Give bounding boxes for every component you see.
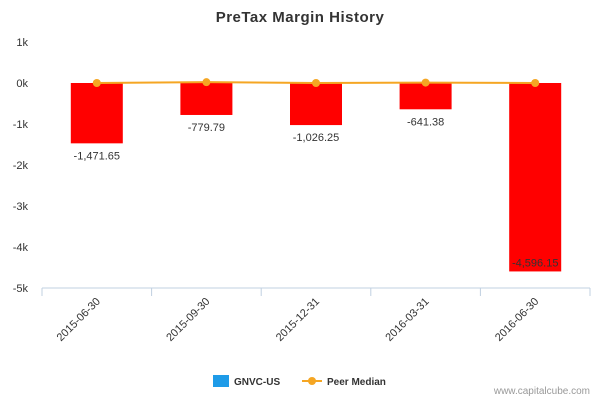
- legend-label-line: Peer Median: [327, 377, 386, 388]
- x-tick-label: 2016-03-31: [383, 296, 431, 344]
- watermark: www.capitalcube.com: [493, 386, 590, 397]
- x-tick-label: 2015-12-31: [274, 296, 322, 344]
- y-tick-label: -5k: [13, 283, 29, 295]
- peer-median-point: [421, 78, 430, 87]
- y-tick-label: -1k: [13, 119, 29, 131]
- chart-title: PreTax Margin History: [216, 9, 385, 26]
- x-tick-label: 2015-06-30: [55, 296, 103, 344]
- x-tick-label: 2016-06-30: [493, 296, 541, 344]
- x-axis: 2015-06-30 2015-09-30 2015-12-31 2016-03-31…: [41, 287, 591, 344]
- y-axis: 1k 0k -1k -2k -3k -4k -5k: [13, 37, 29, 295]
- bar-series: [70, 83, 562, 272]
- legend-swatch-bars: [213, 375, 229, 387]
- bar: [70, 83, 123, 144]
- bar-data-labels: -1,471.65 -779.79 -1,026.25 -641.38 -4,596.1…: [74, 116, 559, 269]
- legend-swatch-marker: [308, 377, 316, 385]
- peer-median-series: [92, 78, 540, 87]
- y-tick-label: -3k: [13, 201, 29, 213]
- bar-data-label: -4,596.15: [512, 257, 558, 269]
- bar-data-label: -779.79: [188, 122, 225, 134]
- bar: [399, 83, 452, 110]
- bar: [180, 83, 233, 115]
- x-tick-label: 2015-09-30: [164, 296, 212, 344]
- peer-median-point: [531, 79, 540, 87]
- legend-label-bars: GNVC-US: [234, 377, 280, 388]
- peer-median-point: [202, 78, 211, 87]
- bar-data-label: -641.38: [407, 116, 444, 128]
- peer-median-point: [312, 79, 320, 87]
- bar: [509, 83, 562, 272]
- y-tick-label: 0k: [16, 78, 28, 90]
- peer-median-point: [92, 79, 101, 87]
- bar-data-label: -1,026.25: [293, 132, 339, 144]
- bar-data-label: -1,471.65: [74, 150, 120, 162]
- y-tick-label: -4k: [13, 242, 29, 254]
- y-tick-label: -2k: [13, 160, 29, 172]
- bar: [290, 83, 342, 126]
- legend[interactable]: GNVC-US Peer Median: [213, 375, 386, 388]
- y-tick-label: 1k: [16, 37, 28, 49]
